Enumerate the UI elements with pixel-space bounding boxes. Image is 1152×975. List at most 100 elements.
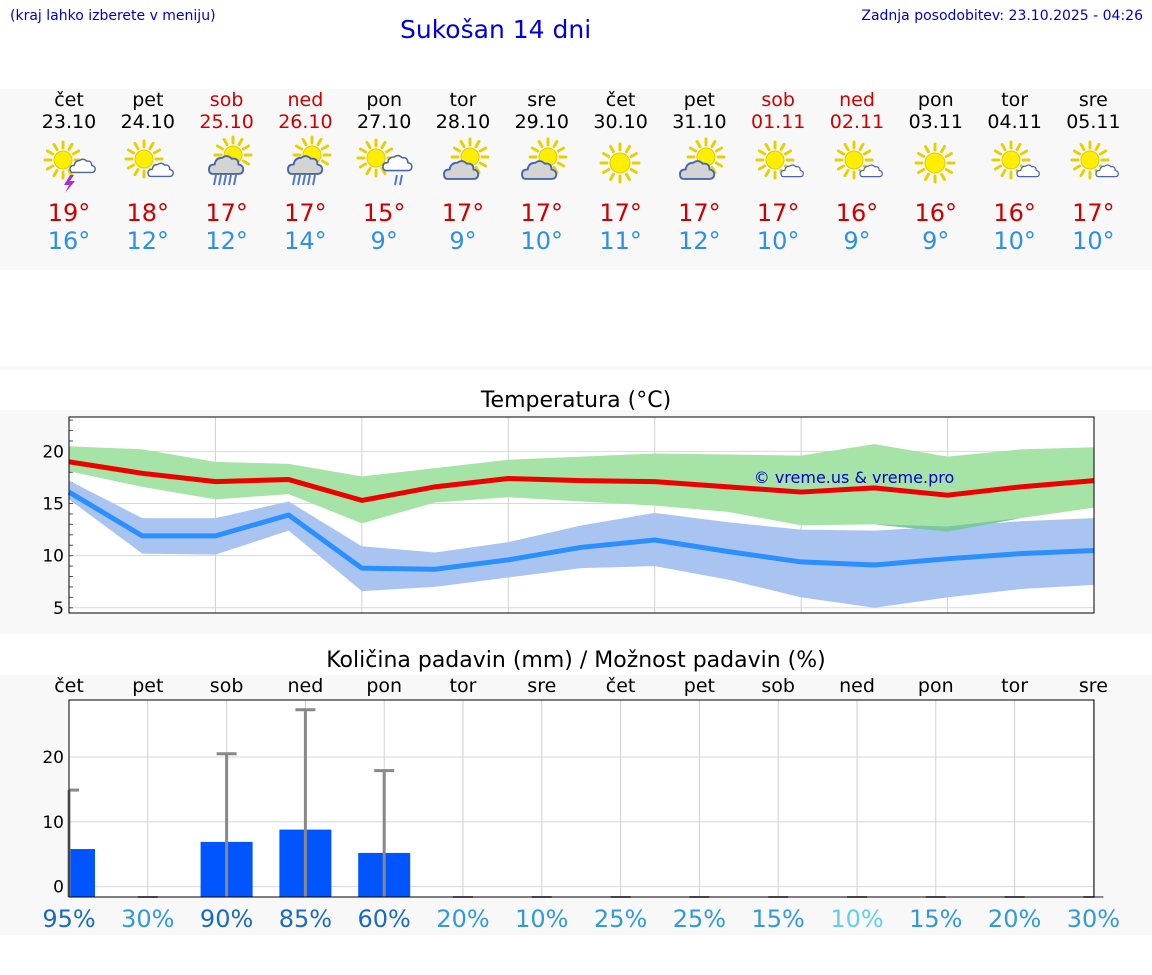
- max-temperature: 17°: [520, 199, 564, 227]
- category-label: tor: [450, 675, 477, 697]
- cloud-sun-icon: [442, 137, 489, 180]
- cloud-shape: [1016, 164, 1041, 178]
- day-column: pon 27.10 15° 9°: [345, 89, 424, 255]
- category-label: sob: [761, 675, 795, 697]
- day-column: čet 30.10 17° 11°: [581, 89, 660, 255]
- day-date: 05.11: [1066, 111, 1121, 133]
- cloud-shape: [678, 160, 716, 180]
- day-column: ned 02.11 16° 9°: [818, 89, 897, 255]
- cloud-shape: [780, 164, 804, 178]
- day-date: 01.11: [750, 111, 806, 133]
- day-name: sob: [209, 89, 244, 111]
- day-date: 29.10: [514, 111, 569, 133]
- sun-cloud-icon: [124, 139, 175, 179]
- spacer-band: [0, 366, 1152, 370]
- min-temperature: 14°: [284, 227, 327, 255]
- sun-cloud-rain-icon: [208, 135, 253, 186]
- min-temperature-line: [67, 489, 1095, 572]
- watermark: © vreme.us & vreme.pro: [754, 468, 955, 487]
- day-name: tor: [449, 89, 477, 111]
- max-temperature: 16°: [835, 199, 879, 227]
- max-temperature: 17°: [205, 199, 248, 227]
- max-temperature: 18°: [126, 199, 170, 227]
- day-date: 30.10: [593, 111, 648, 133]
- precipitation-probability: 10%: [830, 905, 883, 933]
- max-temperature: 15°: [362, 199, 406, 227]
- y-tick-label: 10: [42, 813, 64, 833]
- day-column: sob 25.10 17° 12°: [187, 89, 266, 255]
- max-temperature-line: [68, 459, 1095, 503]
- max-temperature: 17°: [756, 199, 800, 227]
- day-date: 23.10: [41, 111, 97, 133]
- sun-icon: [914, 142, 956, 184]
- precipitation-probability: 25%: [673, 905, 726, 933]
- category-label: pon: [918, 675, 954, 697]
- day-column: sob 01.11 17° 10°: [739, 89, 818, 255]
- category-label: ned: [288, 675, 324, 697]
- precipitation-chart-title: Količina padavin (mm) / Možnost padavin …: [326, 648, 826, 673]
- day-column: sre 29.10 17° 10°: [502, 89, 581, 255]
- min-temperature: 12°: [678, 227, 721, 255]
- category-label: pon: [366, 675, 402, 697]
- precipitation-probability: 60%: [358, 905, 411, 933]
- page-title: Sukošan 14 dni: [400, 15, 592, 44]
- sun-cloud-rain-icon: [286, 135, 332, 186]
- day-name: ned: [287, 89, 324, 111]
- category-label: čet: [606, 675, 636, 697]
- sun-small-cloud-icon: [834, 140, 883, 180]
- day-name: pon: [917, 89, 954, 111]
- precipitation-probability: 90%: [200, 905, 253, 933]
- min-temperature: 10°: [520, 227, 564, 255]
- day-column: ned 26.10 17° 14°: [266, 89, 345, 255]
- precipitation-probability: 15%: [909, 905, 962, 933]
- day-name: sob: [761, 89, 795, 111]
- max-temperature: 17°: [284, 199, 327, 227]
- min-temperature: 9°: [922, 227, 950, 255]
- day-column: pet 31.10 17° 12°: [660, 89, 739, 255]
- precipitation-probability: 20%: [988, 905, 1041, 933]
- sun-small-cloud-icon: [991, 140, 1041, 180]
- sun-small-cloud-icon: [1070, 140, 1119, 180]
- forecast-band: [0, 89, 1152, 270]
- day-date: 26.10: [278, 111, 333, 133]
- precipitation-probability: 25%: [594, 905, 647, 933]
- y-tick-label: 0: [53, 878, 64, 898]
- max-temperature: 17°: [599, 199, 642, 227]
- category-label: sre: [527, 675, 556, 697]
- category-label: pet: [684, 675, 715, 697]
- day-date: 25.10: [199, 111, 254, 133]
- day-date: 02.11: [829, 111, 885, 133]
- precipitation-probability: 15%: [752, 905, 805, 933]
- day-date: 04.11: [987, 111, 1042, 133]
- min-temperature: 9°: [843, 227, 871, 255]
- day-date: 03.11: [908, 111, 963, 133]
- y-tick-label: 20: [42, 748, 64, 768]
- day-name: sre: [1078, 89, 1108, 111]
- day-name: tor: [1001, 89, 1029, 111]
- precipitation-probability: 85%: [279, 905, 332, 933]
- cloud-shape: [286, 155, 324, 175]
- plot-frame: [68, 416, 1095, 614]
- day-date: 31.10: [672, 111, 727, 133]
- day-name: pet: [683, 89, 715, 111]
- max-temperature: 19°: [47, 199, 91, 227]
- y-tick-label: 15: [42, 495, 64, 515]
- precipitation-bar: [69, 849, 95, 897]
- max-temperature: 16°: [993, 199, 1036, 227]
- precipitation-probability: 30%: [121, 905, 174, 933]
- sun-small-cloud-icon: [755, 140, 804, 180]
- day-date: 24.10: [120, 111, 175, 133]
- min-temperature: 10°: [756, 227, 800, 255]
- min-temperature: 9°: [370, 227, 398, 255]
- day-column: pon 03.11 16° 9°: [896, 89, 975, 255]
- precipitation-chart: čet pet sob ned pon tor sre čet pet sob ned pon tor s…: [42, 675, 1120, 933]
- min-temperature: 10°: [1072, 227, 1115, 255]
- cloud-shape: [442, 160, 479, 180]
- day-column: tor 04.11 16° 10°: [975, 89, 1054, 255]
- sun-shape: [914, 142, 956, 184]
- temperature-chart-title: Temperatura (°C): [480, 388, 672, 413]
- day-date: 27.10: [356, 111, 412, 133]
- day-name: čet: [54, 89, 84, 111]
- cloud-shape: [147, 162, 175, 178]
- cloud-shape: [208, 155, 245, 175]
